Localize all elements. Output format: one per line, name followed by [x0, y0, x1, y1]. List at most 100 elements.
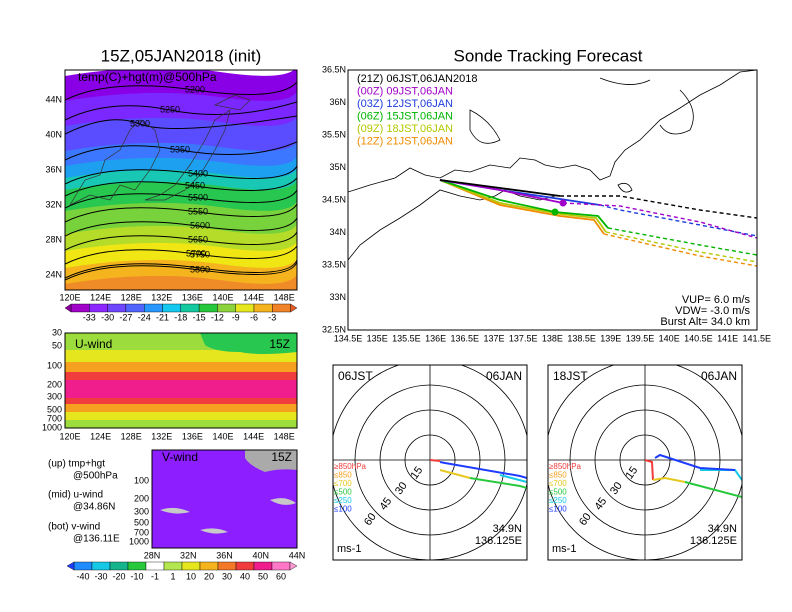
x-tick-label: 120E — [59, 431, 80, 441]
level-legend: ≤850 — [549, 471, 567, 480]
v-wind-section — [152, 450, 297, 548]
y-tick-label: 200 — [47, 379, 62, 389]
contour — [65, 165, 297, 185]
level-legend: ≤500 — [334, 488, 352, 497]
note: (up) tmp+hgt — [48, 459, 105, 470]
contour — [65, 203, 297, 223]
colorbar-tick-label: -24 — [138, 312, 151, 322]
track-dashed — [605, 231, 757, 263]
contour — [65, 141, 297, 161]
colorbar-cell — [181, 561, 201, 571]
hodograph-trace — [700, 469, 742, 481]
wind-patch — [245, 450, 297, 472]
ring-label: 45 — [377, 496, 394, 513]
colorbar-cell — [272, 303, 291, 313]
frame — [347, 69, 758, 331]
contour-label: 5450 — [185, 180, 205, 190]
colorbar-cell — [198, 303, 218, 313]
x-tick-label: 132E — [151, 292, 172, 302]
level-legend: ≥850hPa — [549, 462, 582, 471]
colorbar-cell — [163, 561, 183, 571]
x-tick-label: 139E — [600, 333, 621, 343]
contour — [65, 217, 297, 237]
x-tick-label: 148E — [274, 292, 295, 302]
colorbar-tick-label: 30 — [222, 571, 232, 581]
panel-time: 15Z — [271, 450, 292, 464]
contour — [65, 81, 297, 101]
y-tick-label: 200 — [134, 493, 149, 503]
contour-label: 5800 — [190, 264, 210, 274]
burst-point — [551, 208, 559, 216]
x-tick-label: 137E — [483, 333, 504, 343]
temp-band — [65, 116, 297, 151]
colorbar-cell — [162, 303, 181, 313]
colorbar-cell — [217, 303, 236, 313]
ring-label: 30 — [608, 480, 625, 497]
colorbar-tick-label: -27 — [119, 312, 132, 322]
hodograph-trace — [654, 453, 736, 471]
frame — [151, 449, 298, 549]
colorbar-tick-label: -40 — [76, 571, 89, 581]
colorbar-cell — [91, 561, 111, 571]
ring-label: 45 — [592, 496, 609, 513]
frame — [332, 364, 528, 561]
hodograph — [548, 365, 742, 560]
panel-label: V-wind — [162, 450, 198, 464]
x-tick-label: 144E — [243, 431, 264, 441]
panel-title: 15Z,05JAN2018 (init) — [101, 46, 262, 65]
colorbar-cell — [271, 561, 291, 571]
panel-label: U-wind — [75, 337, 112, 351]
hodograph-trace — [439, 461, 527, 479]
y-tick-label: 36N — [329, 97, 346, 107]
level-legend: ≤700 — [334, 479, 352, 488]
level-legend: ≤250 — [549, 496, 567, 505]
temp-band — [65, 274, 297, 290]
track-solid — [439, 179, 605, 235]
contour — [65, 231, 297, 251]
colorbar-cell — [253, 303, 273, 313]
colorbar-tick-label: -18 — [174, 312, 187, 322]
x-tick-label: 136E — [182, 292, 203, 302]
temp-band — [65, 201, 297, 234]
x-tick-label: 140E — [212, 292, 233, 302]
temperature-map — [65, 70, 297, 290]
frame — [547, 364, 743, 561]
hodograph-date: 06JAN — [701, 369, 737, 383]
colorbar-cell — [145, 561, 165, 571]
colorbar-tick-label: 20 — [204, 571, 214, 581]
hodograph-trace — [499, 474, 527, 483]
y-tick-label: 44N — [45, 94, 62, 104]
x-tick-label: 138E — [542, 333, 563, 343]
legend-entry: (09Z) 18JST,06JAN — [357, 123, 453, 135]
x-tick-label: 120E — [59, 292, 80, 302]
ring-label: 15 — [623, 465, 640, 482]
y-tick-label: 500 — [134, 517, 149, 527]
y-tick-label: 100 — [134, 475, 149, 485]
contour-label: 5750 — [190, 249, 210, 259]
colorbar-tick-label: -33 — [83, 312, 96, 322]
hodograph-trace — [469, 477, 527, 489]
level-legend: ≤500 — [549, 488, 567, 497]
colorbar-tick-label: 50 — [258, 571, 268, 581]
hodograph-unit: ms-1 — [552, 543, 576, 555]
note: @500hPa — [73, 471, 118, 482]
y-tick-label: 35.5N — [322, 129, 346, 139]
colorbar-end — [64, 303, 72, 313]
coastline — [348, 189, 556, 261]
track-solid — [439, 179, 607, 233]
contour-label: 5250 — [160, 104, 180, 114]
colorbar-end — [290, 303, 298, 313]
y-tick-label: 36.5N — [322, 64, 346, 74]
x-tick-label: 28N — [144, 550, 161, 560]
y-tick-label: 700 — [134, 527, 149, 537]
wind-band — [65, 420, 297, 428]
contour-label: 5700 — [186, 248, 206, 258]
colorbar-tick-label: -9 — [232, 312, 240, 322]
wind-patch — [200, 333, 297, 354]
colorbar-cell — [89, 303, 108, 313]
contour-label: 5550 — [188, 206, 208, 216]
contour-label: 5350 — [170, 144, 190, 154]
temp-band — [65, 70, 297, 101]
y-tick-label: 28N — [45, 234, 62, 244]
hodograph-trace — [652, 476, 686, 483]
